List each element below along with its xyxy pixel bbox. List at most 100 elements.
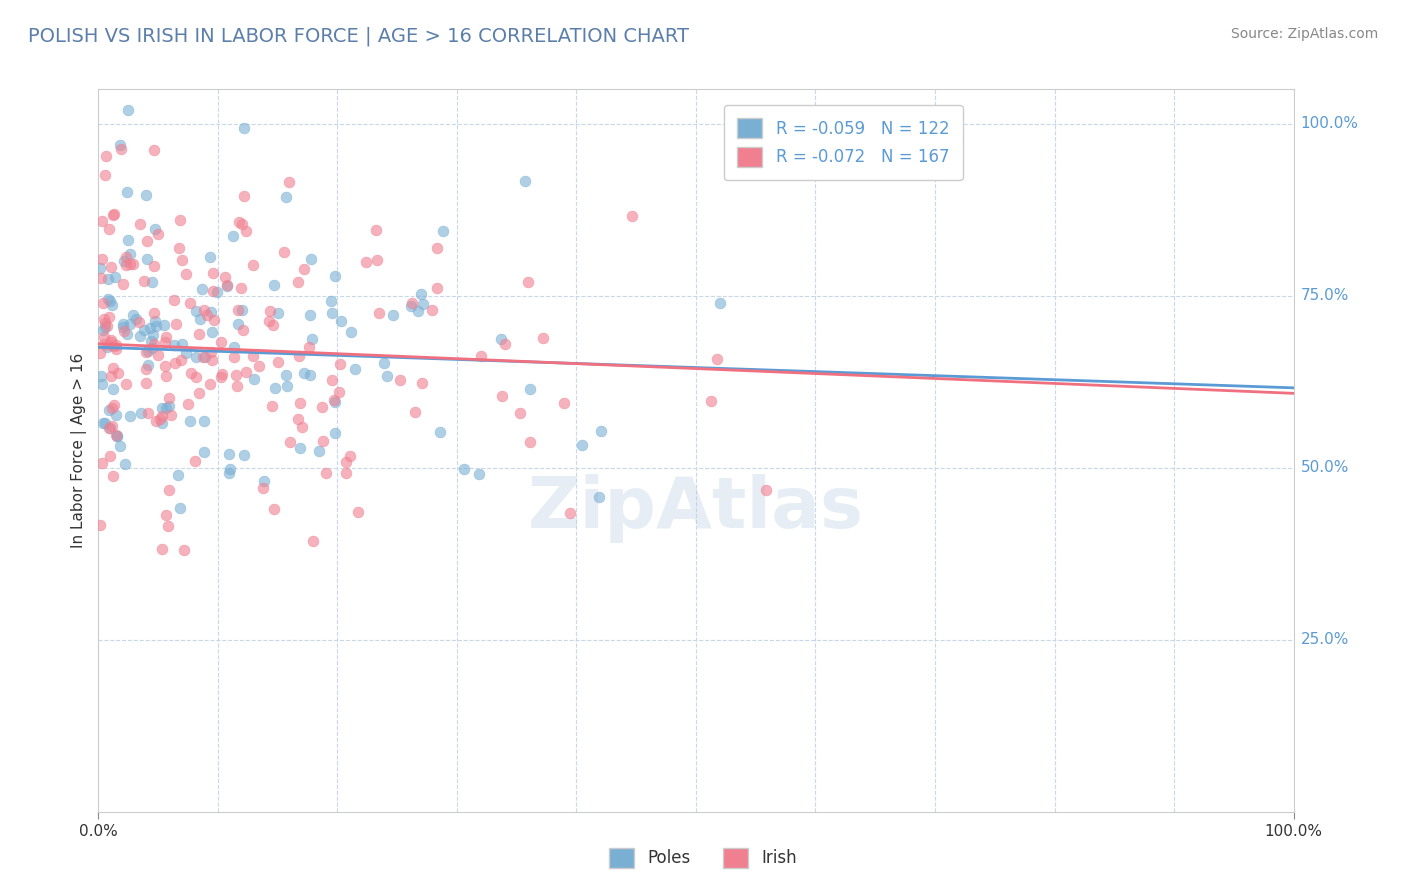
Poles	[253, 474, 276, 488]
Poles	[174, 346, 197, 360]
Poles	[96, 340, 118, 354]
Irish	[411, 376, 433, 390]
Irish	[200, 352, 222, 367]
Irish	[425, 241, 447, 255]
Irish	[354, 255, 377, 269]
Irish	[135, 376, 157, 390]
Irish	[103, 338, 125, 352]
Irish	[323, 392, 346, 407]
Poles	[217, 279, 239, 293]
Poles	[108, 137, 131, 152]
Irish	[311, 400, 333, 414]
Poles	[219, 461, 242, 475]
Irish	[134, 362, 156, 376]
Irish	[98, 222, 121, 236]
Poles	[125, 312, 148, 326]
Text: 75.0%: 75.0%	[1301, 288, 1348, 303]
Irish	[263, 502, 285, 516]
Irish	[111, 277, 134, 291]
Irish	[222, 350, 245, 364]
Poles	[319, 293, 342, 308]
Irish	[287, 412, 309, 426]
Irish	[335, 455, 357, 469]
Irish	[97, 421, 120, 435]
Irish	[426, 280, 449, 294]
Irish	[142, 336, 165, 351]
Irish	[225, 368, 247, 382]
Irish	[259, 303, 281, 318]
Irish	[176, 267, 198, 281]
Irish	[257, 314, 280, 328]
Poles	[298, 309, 321, 323]
Irish	[225, 379, 247, 393]
Poles	[194, 350, 217, 364]
Irish	[215, 278, 238, 293]
Irish	[280, 435, 302, 450]
Poles	[105, 429, 128, 443]
Irish	[115, 377, 138, 392]
Irish	[150, 541, 173, 556]
Irish	[235, 224, 257, 238]
Poles	[186, 304, 208, 318]
Poles	[163, 338, 186, 352]
Irish	[93, 337, 115, 351]
Poles	[132, 323, 155, 337]
Poles	[150, 416, 173, 430]
Irish	[226, 303, 249, 318]
Irish	[90, 271, 112, 285]
Irish	[232, 189, 254, 203]
Poles	[325, 395, 347, 409]
Irish	[101, 401, 124, 416]
Irish	[128, 316, 150, 330]
Poles	[264, 381, 287, 395]
Poles	[231, 302, 253, 317]
Poles	[139, 334, 162, 348]
Irish	[531, 331, 554, 345]
Poles	[381, 308, 404, 322]
Irish	[155, 330, 177, 344]
Irish	[152, 409, 174, 424]
Poles	[321, 305, 343, 319]
Poles	[589, 424, 612, 438]
Poles	[150, 401, 173, 416]
Irish	[135, 234, 157, 248]
Poles	[93, 417, 115, 431]
Irish	[553, 396, 575, 410]
Irish	[191, 351, 214, 365]
Poles	[340, 325, 363, 339]
Poles	[411, 286, 433, 301]
Poles	[468, 467, 491, 481]
Poles	[112, 254, 135, 268]
Irish	[153, 334, 176, 349]
Irish	[494, 337, 516, 351]
Poles	[94, 416, 117, 430]
Irish	[228, 214, 250, 228]
Irish	[200, 345, 222, 359]
Irish	[103, 469, 125, 483]
Poles	[91, 323, 114, 337]
Poles	[193, 414, 215, 428]
Irish	[209, 335, 232, 350]
Irish	[100, 369, 122, 384]
Poles	[432, 224, 454, 238]
Irish	[422, 302, 444, 317]
Poles	[143, 313, 166, 327]
Irish	[517, 275, 540, 289]
Text: ZipAtlas: ZipAtlas	[529, 474, 863, 542]
Irish	[519, 434, 541, 449]
Irish	[339, 449, 361, 463]
Irish	[273, 245, 295, 260]
Poles	[266, 306, 288, 320]
Irish	[232, 323, 254, 337]
Poles	[308, 444, 330, 458]
Poles	[131, 406, 153, 420]
Poles	[188, 311, 211, 326]
Irish	[170, 253, 193, 268]
Irish	[187, 326, 209, 341]
Irish	[101, 419, 124, 434]
Poles	[90, 368, 112, 383]
Poles	[274, 368, 297, 383]
Irish	[105, 342, 128, 356]
Poles	[170, 337, 193, 351]
Irish	[157, 392, 180, 406]
